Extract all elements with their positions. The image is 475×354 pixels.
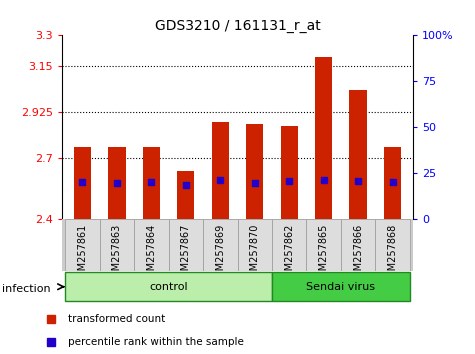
Bar — [65, 219, 100, 271]
Text: infection: infection — [2, 284, 51, 293]
Text: Sendai virus: Sendai virus — [306, 282, 375, 292]
Bar — [212, 122, 229, 219]
Text: percentile rank within the sample: percentile rank within the sample — [68, 337, 244, 348]
Bar — [375, 219, 410, 271]
Text: control: control — [149, 282, 188, 292]
Bar — [350, 90, 367, 219]
Text: transformed count: transformed count — [68, 314, 165, 325]
Text: GSM257869: GSM257869 — [215, 224, 225, 283]
Bar — [272, 273, 410, 301]
Text: GSM257861: GSM257861 — [77, 224, 87, 283]
Text: GSM257863: GSM257863 — [112, 224, 122, 283]
Bar — [65, 273, 272, 301]
Text: GSM257867: GSM257867 — [181, 224, 191, 283]
Bar — [238, 219, 272, 271]
Bar — [384, 147, 401, 219]
Text: GSM257866: GSM257866 — [353, 224, 363, 283]
Bar — [134, 219, 169, 271]
Text: GSM257864: GSM257864 — [146, 224, 156, 283]
Text: GSM257865: GSM257865 — [319, 224, 329, 283]
Bar — [169, 219, 203, 271]
Bar — [246, 124, 263, 219]
Bar — [100, 219, 134, 271]
Bar — [108, 147, 125, 219]
Bar — [281, 126, 298, 219]
Bar — [341, 219, 375, 271]
Bar — [315, 57, 332, 219]
Text: GSM257862: GSM257862 — [284, 224, 294, 283]
Text: GSM257868: GSM257868 — [388, 224, 398, 283]
Bar — [177, 171, 194, 219]
Bar — [142, 147, 160, 219]
Bar — [272, 219, 306, 271]
Text: GDS3210 / 161131_r_at: GDS3210 / 161131_r_at — [155, 19, 320, 34]
Bar — [203, 219, 238, 271]
Bar — [74, 147, 91, 219]
Text: GSM257870: GSM257870 — [250, 224, 260, 283]
Bar — [306, 219, 341, 271]
